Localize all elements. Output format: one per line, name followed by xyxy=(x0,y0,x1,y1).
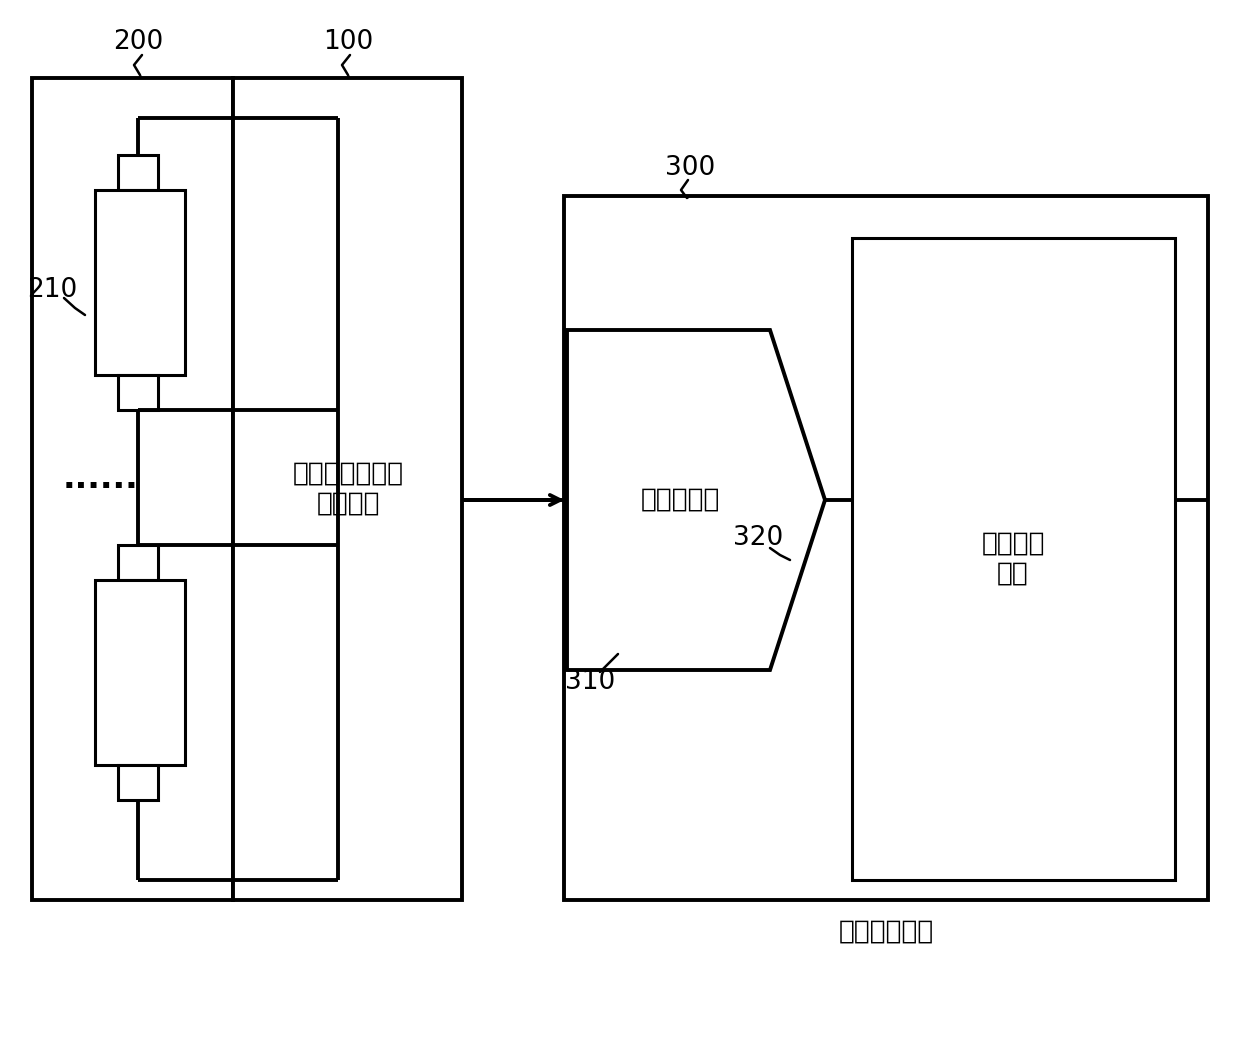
Bar xyxy=(118,545,157,580)
Bar xyxy=(118,375,157,410)
Text: 310: 310 xyxy=(565,669,615,695)
Bar xyxy=(95,580,185,765)
Text: 100: 100 xyxy=(322,29,373,55)
Text: 300: 300 xyxy=(665,155,715,181)
Text: 320: 320 xyxy=(733,525,784,551)
Bar xyxy=(95,190,185,375)
Text: 数字补偿系统: 数字补偿系统 xyxy=(838,919,934,945)
Bar xyxy=(852,238,1176,879)
Polygon shape xyxy=(567,330,825,670)
Text: 模数转换器: 模数转换器 xyxy=(640,487,719,513)
Bar xyxy=(118,765,157,800)
Bar xyxy=(564,196,1208,900)
Text: ......: ...... xyxy=(62,462,138,494)
Text: 200: 200 xyxy=(113,29,164,55)
Text: 210: 210 xyxy=(27,277,77,303)
Text: 数字补偿
电路: 数字补偿 电路 xyxy=(981,531,1045,587)
Bar xyxy=(32,77,233,900)
Bar xyxy=(233,77,463,900)
Bar xyxy=(118,155,157,190)
Text: 电池包电芯电压
采样系统: 电池包电芯电压 采样系统 xyxy=(293,461,403,517)
